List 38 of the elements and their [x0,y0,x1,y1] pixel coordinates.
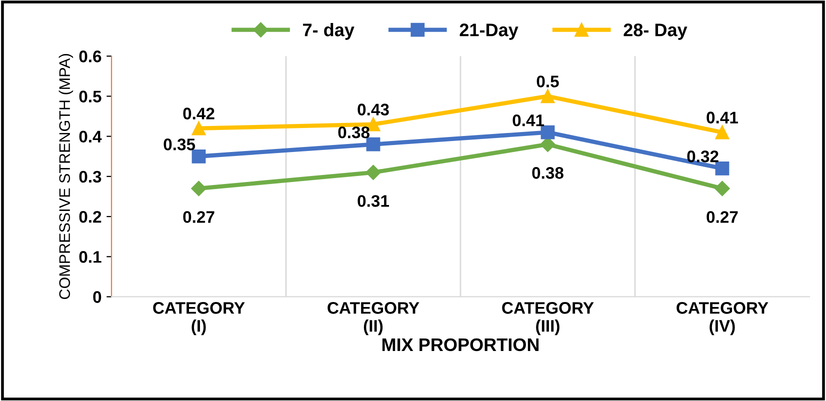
legend-label: 7- day [303,23,354,40]
data-label: 0.32 [687,150,718,162]
data-label: 0.38 [338,126,370,138]
point [715,161,730,176]
x-tick-label: CATEGORY (III) [502,302,594,336]
y-tick-label: 0.2 [79,210,102,223]
x-axis-title: MIX PROPORTION [382,338,539,352]
point [715,125,730,140]
y-tick-label: 0.6 [79,50,102,62]
data-label: 0.35 [164,138,196,150]
y-tick-label: 0 [93,291,102,303]
point [540,125,555,140]
data-label: 0.38 [532,167,564,179]
x-tick-label: CATEGORY (IV) [676,302,768,336]
y-axis-title: COMPRESSIVE STRENGTH (MPA) [58,54,74,300]
y-tick-label: 0.4 [79,130,102,143]
point [366,137,380,152]
data-label: 0.27 [706,211,738,223]
y-tick-label: 0.3 [79,170,102,183]
data-label: 0.31 [358,195,390,207]
data-label: 0.41 [512,114,544,126]
data-label: 0.43 [358,104,389,116]
data-label: 0.41 [706,112,738,124]
legend-label: 28- Day [624,24,688,40]
legend-label: 21-Day [460,24,518,40]
data-label: 0.42 [183,108,214,120]
point [714,180,730,196]
point [192,121,206,136]
y-tick-label: 0.1 [79,251,102,263]
data-label: 0.5 [536,76,559,88]
point [191,180,206,196]
x-tick-label: CATEGORY (I) [153,302,245,336]
x-tick-label: CATEGORY (II) [328,302,420,336]
data-label: 0.27 [183,211,214,223]
point [366,164,381,180]
y-tick-label: 0.5 [79,90,102,102]
point [192,149,206,164]
point [540,89,555,104]
